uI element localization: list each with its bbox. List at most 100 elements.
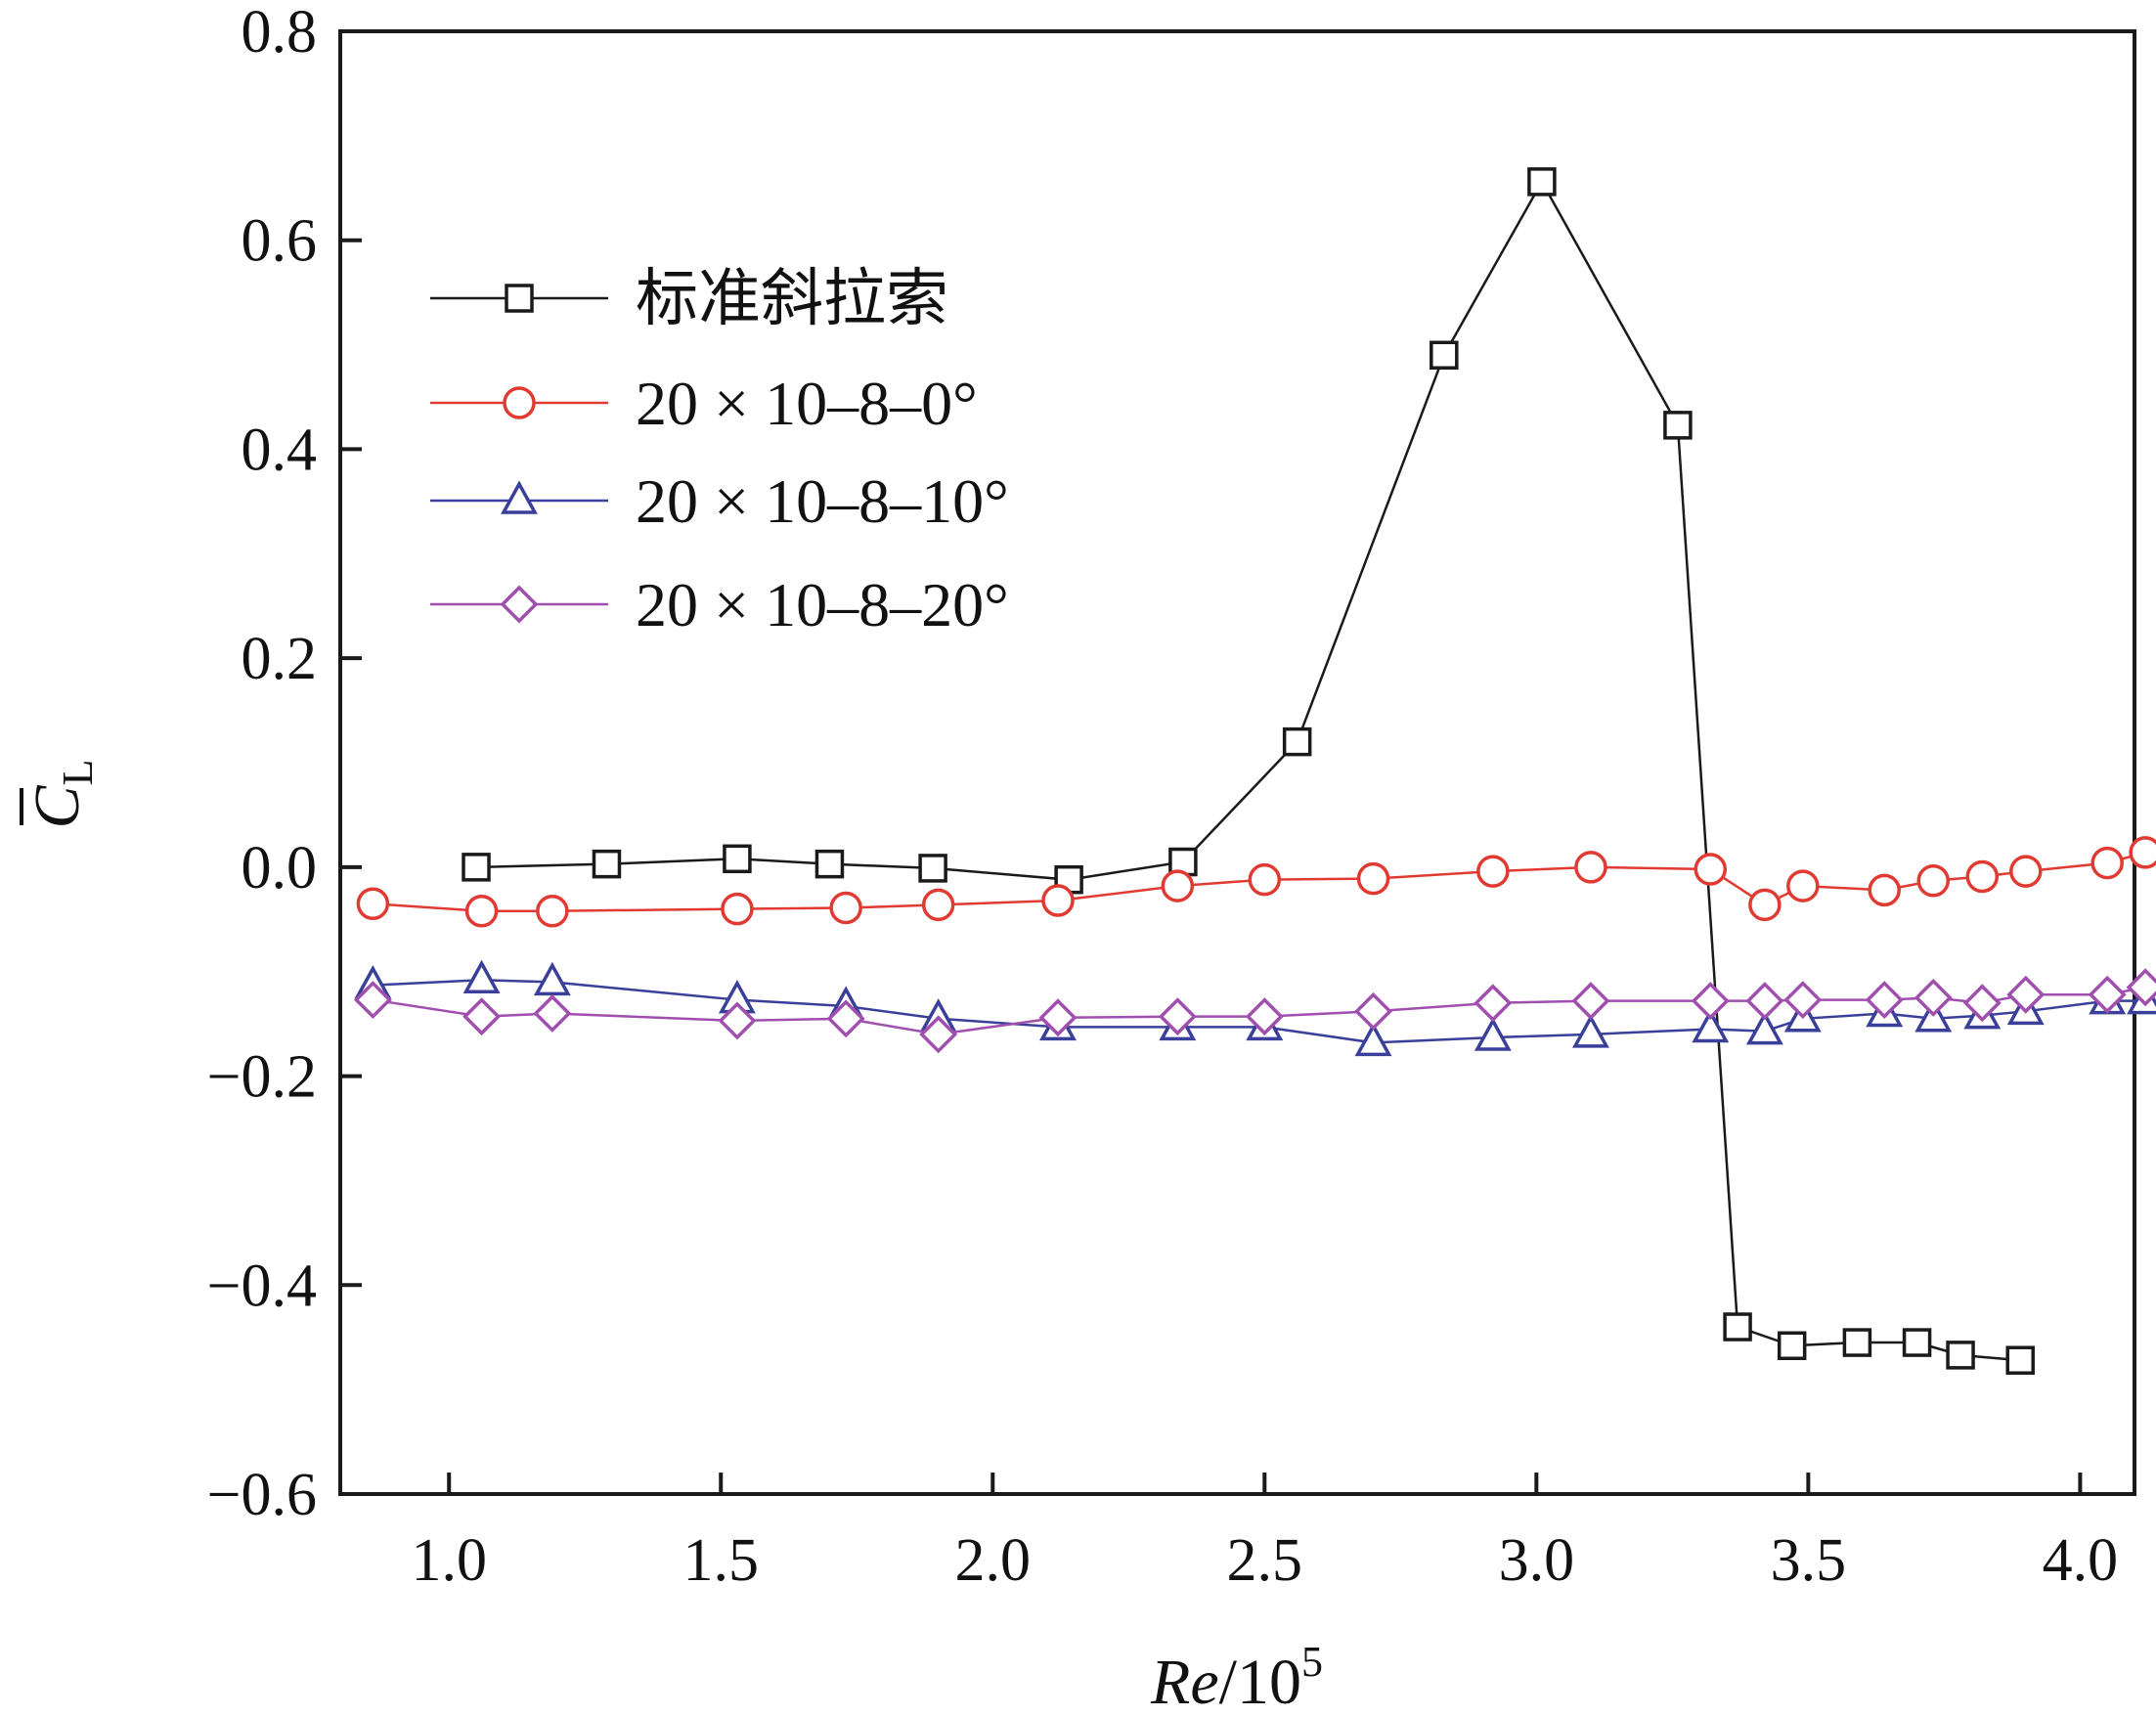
legend-label: 20 × 10–8–20° <box>636 570 1009 639</box>
data-point-circle <box>1248 862 1282 897</box>
data-point-diamond <box>2006 975 2046 1014</box>
data-point-diamond <box>1245 997 1284 1036</box>
data-point-triangle <box>501 480 538 514</box>
data-point-circle <box>1786 869 1820 902</box>
data-point-circle <box>1965 859 2000 894</box>
data-point-diamond <box>1474 984 1513 1023</box>
data-point-circle <box>1041 884 1075 917</box>
y-axis-title-symbol: C <box>22 784 93 828</box>
data-point-triangle <box>1354 1022 1392 1057</box>
data-point-square <box>1527 167 1557 197</box>
data-point-triangle <box>1745 1011 1783 1045</box>
y-tick-label: 0.2 <box>242 626 318 692</box>
x-tick-label: 3.0 <box>1499 1527 1575 1594</box>
data-point-diamond <box>1745 982 1784 1021</box>
data-point-diamond <box>1914 978 1953 1017</box>
legend-item: 20 × 10–8–0° <box>430 369 978 438</box>
data-point-circle <box>1356 861 1390 896</box>
data-point-square <box>1430 340 1459 371</box>
data-point-circle <box>721 892 754 926</box>
x-tick-label: 1.5 <box>682 1527 759 1594</box>
data-point-square <box>2005 1345 2035 1375</box>
data-point-square <box>1777 1331 1807 1361</box>
data-point-diamond <box>1038 998 1078 1037</box>
data-point-diamond <box>1571 982 1610 1021</box>
data-point-square <box>505 284 534 313</box>
data-point-circle <box>536 894 569 928</box>
x-axis-title-exponent: 5 <box>1301 1638 1323 1686</box>
legend-item: 20 × 10–8–20° <box>430 570 1009 639</box>
data-point-triangle <box>1571 1014 1609 1048</box>
data-point-circle <box>1476 855 1510 888</box>
data-point-square <box>592 849 622 879</box>
legend: 标准斜拉索 20 × 10–8–0° 20 × 10–8–10° 20 × 10–8–… <box>430 264 1009 639</box>
data-point-square <box>1902 1328 1932 1357</box>
series-diamond <box>353 968 2156 1054</box>
x-axis-title: Re/105 <box>1150 1638 1323 1716</box>
data-point-circle <box>1868 873 1901 907</box>
y-axis-title: CL <box>20 760 102 829</box>
data-point-square <box>814 849 845 879</box>
data-point-circle <box>356 887 390 921</box>
data-point-square <box>462 853 491 882</box>
legend-label: 20 × 10–8–0° <box>636 369 978 438</box>
y-axis: −0.6 −0.4 −0.2 0.0 0.2 0.4 0.6 0.8 <box>207 0 362 1528</box>
data-point-diamond <box>919 1015 958 1054</box>
y-tick-label: 0.0 <box>242 835 318 902</box>
data-point-triangle <box>533 961 571 996</box>
data-point-diamond <box>1962 984 2002 1023</box>
data-point-diamond <box>533 993 572 1033</box>
series-layer <box>353 167 2156 1375</box>
series-line <box>475 179 2021 1362</box>
y-tick-label: −0.6 <box>207 1462 317 1528</box>
y-tick-label: −0.2 <box>207 1044 317 1111</box>
x-tick-label: 2.0 <box>955 1527 1032 1594</box>
legend-label: 标准斜拉索 <box>636 264 948 333</box>
data-point-diamond <box>826 999 865 1038</box>
data-point-circle <box>1574 851 1607 884</box>
data-point-square <box>1282 726 1312 757</box>
data-point-square <box>1723 1312 1752 1342</box>
data-point-circle <box>2129 836 2156 869</box>
data-point-circle <box>1161 869 1195 902</box>
x-tick-label: 4.0 <box>2043 1527 2119 1594</box>
plot-area-frame <box>338 29 2136 1496</box>
legend-item: 20 × 10–8–10° <box>430 466 1009 536</box>
series-circle <box>356 836 2156 928</box>
data-point-circle <box>1694 853 1728 886</box>
x-tick-label: 2.5 <box>1227 1527 1303 1594</box>
data-point-diamond <box>462 997 502 1036</box>
y-axis-title-subscript: L <box>54 760 102 786</box>
data-point-triangle <box>1692 1008 1730 1043</box>
data-point-diamond <box>718 1001 757 1040</box>
series-square <box>462 167 2035 1375</box>
data-point-diamond <box>1783 981 1823 1020</box>
data-point-square <box>723 844 752 874</box>
data-point-diamond <box>1691 982 1730 1021</box>
x-axis-title-variable: Re <box>1150 1647 1219 1716</box>
data-point-circle <box>503 386 536 419</box>
data-point-diamond <box>2088 975 2127 1014</box>
data-point-circle <box>2009 855 2043 888</box>
data-point-square <box>1842 1328 1872 1357</box>
data-point-diamond <box>1865 981 1904 1020</box>
x-axis-title-base: /10 <box>1219 1647 1301 1716</box>
y-tick-label: 0.8 <box>242 0 318 66</box>
data-point-square <box>918 854 947 883</box>
legend-label: 20 × 10–8–10° <box>636 466 1009 536</box>
data-point-square <box>1946 1341 1975 1370</box>
data-point-square <box>1663 411 1693 440</box>
x-tick-label: 3.5 <box>1771 1527 1847 1594</box>
data-point-diamond <box>353 981 392 1020</box>
svg-text:CL: CL <box>22 760 102 829</box>
data-point-circle <box>921 888 955 922</box>
x-axis: 1.0 1.5 2.0 2.5 3.0 3.5 4.0 <box>411 1473 2118 1594</box>
data-point-circle <box>829 891 862 925</box>
legend-item: 标准斜拉索 <box>430 264 948 333</box>
data-point-circle <box>464 894 499 928</box>
data-point-diamond <box>2126 968 2156 1007</box>
data-point-triangle <box>462 959 501 994</box>
data-point-circle <box>1916 863 1951 898</box>
data-point-circle <box>2090 846 2124 880</box>
